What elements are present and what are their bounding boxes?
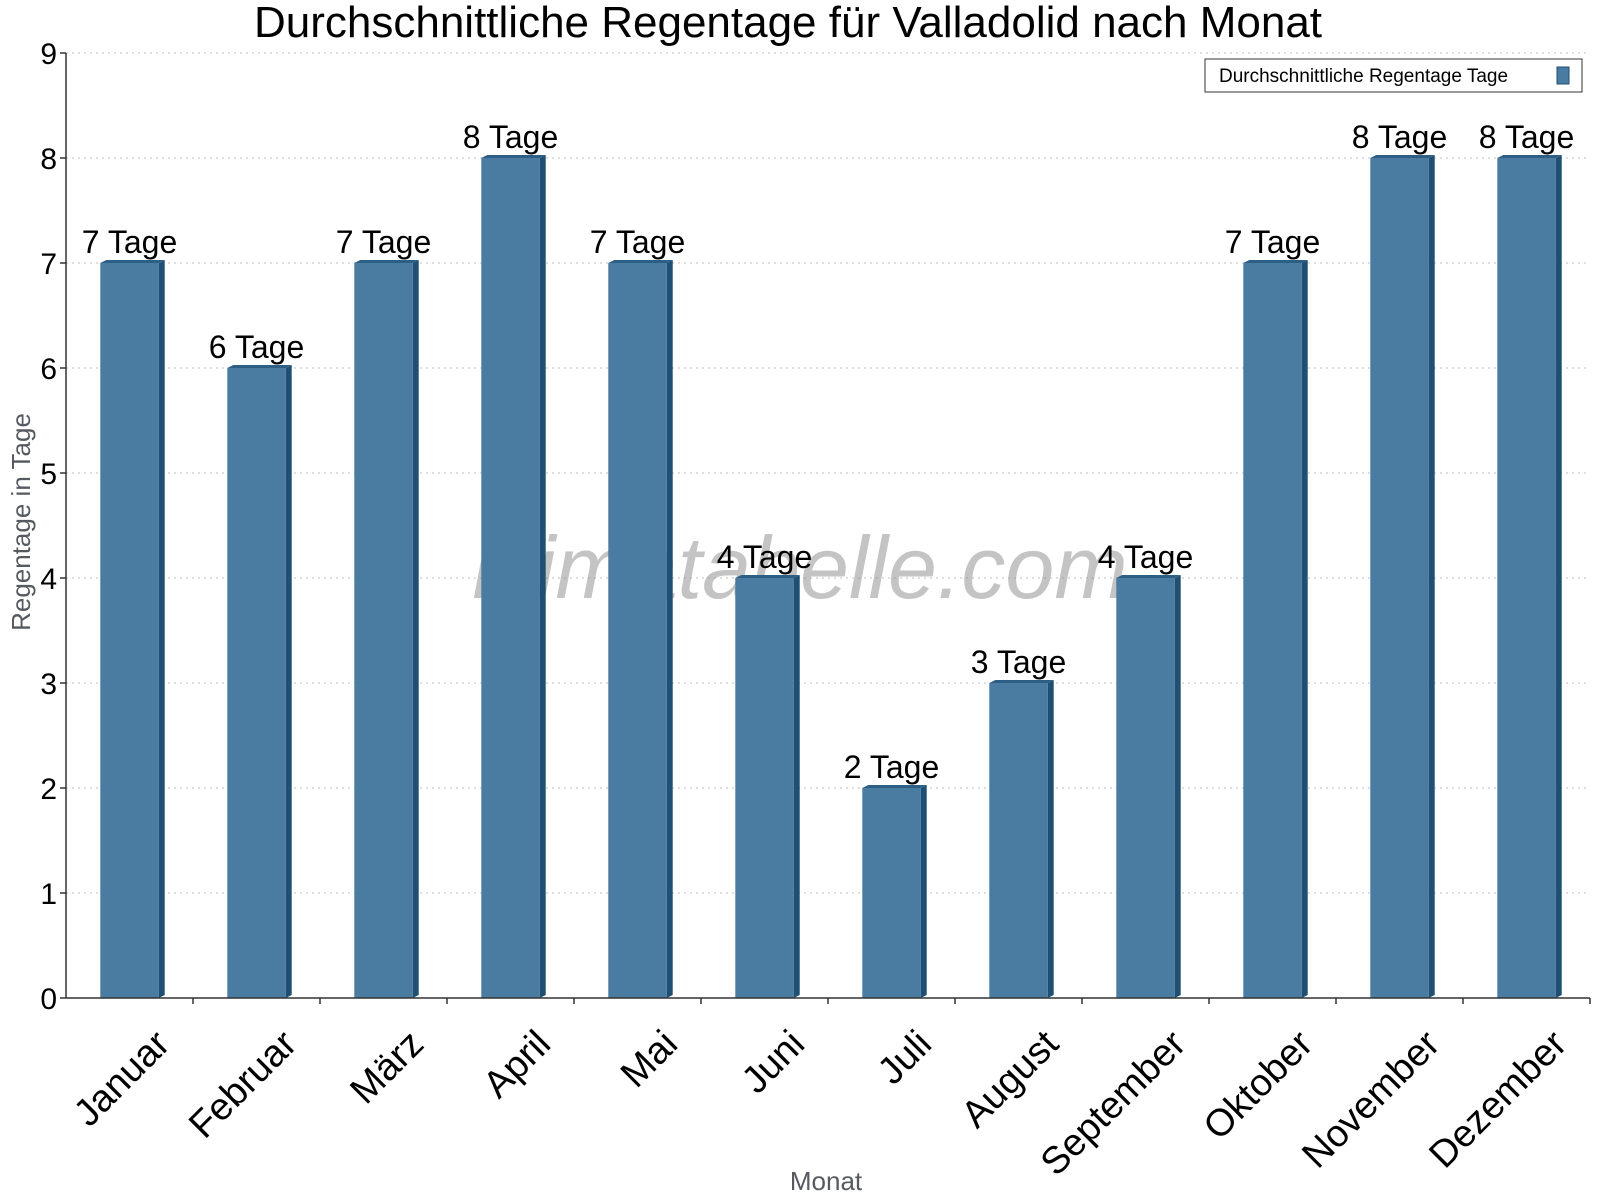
data-label: 8 Tage bbox=[463, 119, 559, 155]
bar-side bbox=[285, 365, 292, 998]
x-axis-title: Monat bbox=[790, 1166, 863, 1196]
y-tick-label: 3 bbox=[40, 668, 57, 701]
bar-side bbox=[1301, 260, 1308, 998]
x-tick-label: Juli bbox=[870, 1023, 940, 1093]
bar-side bbox=[1555, 155, 1562, 998]
bar bbox=[735, 578, 794, 998]
data-label: 7 Tage bbox=[590, 224, 686, 260]
bar bbox=[1370, 158, 1429, 998]
gridlines bbox=[66, 52, 1590, 894]
bar-side bbox=[920, 785, 927, 998]
bar bbox=[481, 158, 540, 998]
bar bbox=[862, 788, 921, 998]
bar bbox=[100, 263, 159, 998]
y-axis-title: Regentage in Tage bbox=[6, 413, 36, 631]
bar-side bbox=[793, 575, 800, 998]
x-tick-label: März bbox=[343, 1023, 432, 1112]
watermark: klimatabelle.com bbox=[472, 518, 1127, 617]
bar bbox=[989, 683, 1048, 998]
x-axis-ticks: Januar Februar März April Mai Juni Juli AugustS… bbox=[66, 998, 1591, 1184]
y-tick-label: 9 bbox=[40, 38, 57, 71]
bar-top bbox=[989, 680, 1054, 683]
bar-top bbox=[608, 260, 673, 263]
bar-series bbox=[100, 155, 1562, 998]
data-labels: 7 Tage 6 Tage 7 Tage 8 Tage 7 Tage 4 Tage 2 Ta… bbox=[82, 119, 1575, 785]
data-label: 4 Tage bbox=[1098, 539, 1194, 575]
chart-title: Durchschnittliche Regentage für Valladol… bbox=[254, 0, 1322, 47]
bar bbox=[1116, 578, 1175, 998]
bar-top bbox=[735, 575, 800, 578]
bar-side bbox=[412, 260, 419, 998]
data-label: 8 Tage bbox=[1352, 119, 1448, 155]
x-tick-label: November bbox=[1294, 1023, 1448, 1177]
y-tick-label: 5 bbox=[40, 458, 57, 491]
x-tick-label: Mai bbox=[613, 1023, 686, 1096]
data-label: 6 Tage bbox=[209, 329, 305, 365]
data-label: 7 Tage bbox=[82, 224, 178, 260]
data-label: 2 Tage bbox=[844, 749, 940, 785]
bar-top bbox=[1243, 260, 1308, 263]
bar-top bbox=[354, 260, 419, 263]
x-tick-label: Dezember bbox=[1421, 1023, 1575, 1177]
legend-swatch bbox=[1556, 66, 1570, 85]
bar-side bbox=[1047, 680, 1054, 998]
bar bbox=[1497, 158, 1556, 998]
x-tick-label: Januar bbox=[66, 1023, 178, 1135]
y-tick-label: 6 bbox=[40, 353, 57, 386]
legend: Durchschnittliche Regentage Tage bbox=[1204, 58, 1583, 93]
bar bbox=[1243, 263, 1302, 998]
bar-side bbox=[158, 260, 165, 998]
legend-label: Durchschnittliche Regentage Tage bbox=[1219, 66, 1508, 87]
bar bbox=[608, 263, 667, 998]
data-label: 7 Tage bbox=[336, 224, 432, 260]
bar-side bbox=[666, 260, 673, 998]
bar-top bbox=[862, 785, 927, 788]
x-tick-label: Februar bbox=[181, 1023, 305, 1147]
bar-top bbox=[481, 155, 546, 158]
data-label: 4 Tage bbox=[717, 539, 813, 575]
x-tick-label: Juni bbox=[734, 1023, 813, 1102]
y-tick-label: 7 bbox=[40, 248, 57, 281]
bar-top bbox=[1497, 155, 1562, 158]
bar-side bbox=[1428, 155, 1435, 998]
x-tick-label: April bbox=[476, 1023, 559, 1106]
bar-side bbox=[539, 155, 546, 998]
y-tick-label: 4 bbox=[40, 563, 57, 596]
y-tick-label: 1 bbox=[40, 878, 57, 911]
data-label: 8 Tage bbox=[1479, 119, 1575, 155]
data-label: 3 Tage bbox=[971, 644, 1067, 680]
x-tick-label: Oktober bbox=[1196, 1023, 1322, 1149]
x-tick-label: August bbox=[954, 1023, 1068, 1137]
y-axis-ticks: 0 1 2 3 4 5 6 7 8 9 bbox=[40, 38, 66, 1016]
bar-top bbox=[1370, 155, 1435, 158]
bar-side bbox=[1174, 575, 1181, 998]
bar-top bbox=[100, 260, 165, 263]
legend-box bbox=[1204, 58, 1583, 93]
bar bbox=[227, 368, 286, 998]
bar-top bbox=[227, 365, 292, 368]
bar-top bbox=[1116, 575, 1181, 578]
bar bbox=[354, 263, 413, 998]
y-tick-label: 8 bbox=[40, 143, 57, 176]
data-label: 7 Tage bbox=[1225, 224, 1321, 260]
y-tick-label: 2 bbox=[40, 773, 57, 806]
y-tick-label: 0 bbox=[40, 983, 57, 1016]
